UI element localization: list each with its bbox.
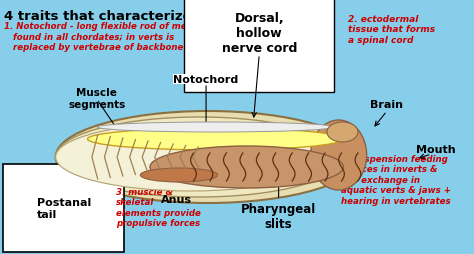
Text: 2. ectodermal
tissue that forms
a spinal cord: 2. ectodermal tissue that forms a spinal… xyxy=(348,15,436,45)
Ellipse shape xyxy=(55,118,343,197)
Ellipse shape xyxy=(88,129,344,150)
Text: 4 traits that characterize chordates: 4 traits that characterize chordates xyxy=(4,10,271,23)
Text: Muscle
segments: Muscle segments xyxy=(68,88,125,109)
Text: Pharyngeal
slits: Pharyngeal slits xyxy=(241,202,316,230)
Text: 4. suspension feeding
devices in inverts &
gas exchange in
aquatic verts & jaws : 4. suspension feeding devices in inverts… xyxy=(340,154,450,205)
Text: Postanal
tail: Postanal tail xyxy=(37,197,91,219)
Text: coleum (gut tube
  mouth to anus): coleum (gut tube mouth to anus) xyxy=(183,167,258,187)
Text: 3. muscle &
skeletal
elements provide
propulsive forces: 3. muscle & skeletal elements provide pr… xyxy=(116,187,201,227)
Text: 1. Notochord - long flexible rod of mesoderm
   found in all chordates; in verts: 1. Notochord - long flexible rod of meso… xyxy=(4,22,223,52)
Text: Mouth: Mouth xyxy=(416,145,455,154)
Ellipse shape xyxy=(140,168,218,182)
Ellipse shape xyxy=(55,112,360,203)
Ellipse shape xyxy=(327,122,358,142)
Ellipse shape xyxy=(150,146,344,188)
Ellipse shape xyxy=(310,121,367,190)
Ellipse shape xyxy=(97,122,334,133)
Text: Dorsal,
hollow
nerve cord: Dorsal, hollow nerve cord xyxy=(221,12,297,55)
Text: Notochord: Notochord xyxy=(173,75,239,85)
Text: Anus: Anus xyxy=(161,194,191,204)
Text: Brain: Brain xyxy=(371,100,403,109)
Ellipse shape xyxy=(55,123,326,191)
